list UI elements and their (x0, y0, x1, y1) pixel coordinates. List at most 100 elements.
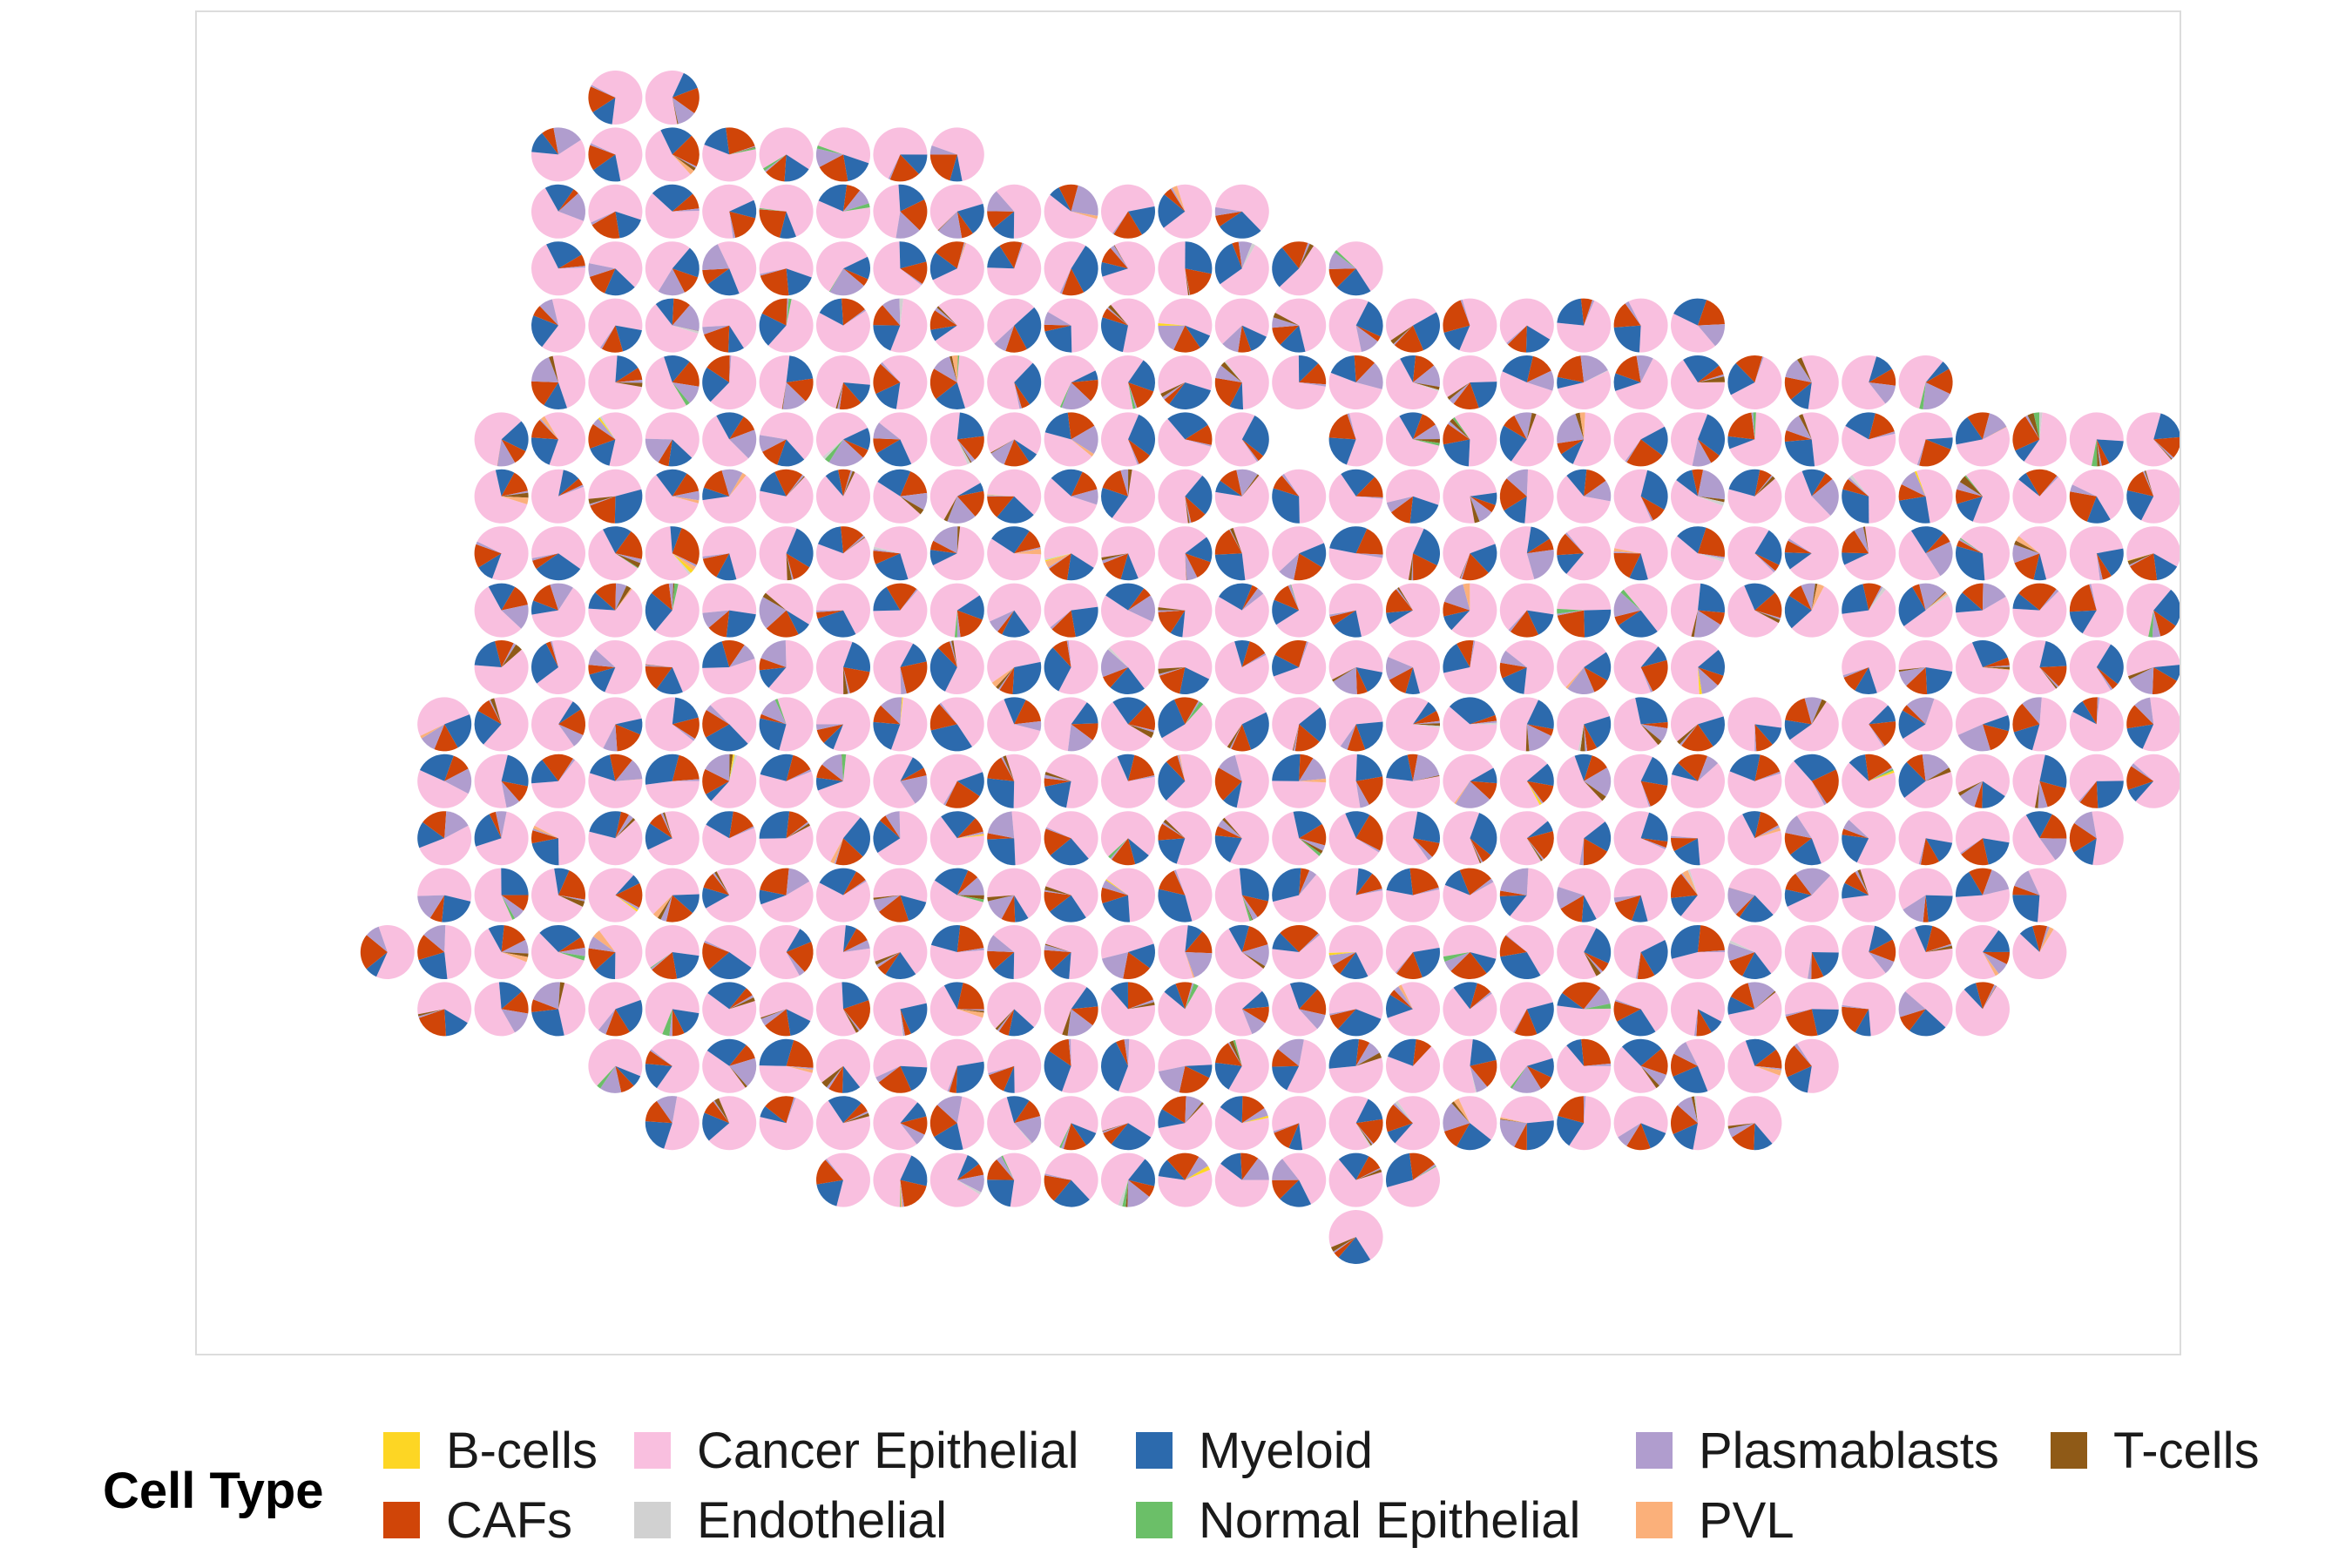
pie-spot (588, 469, 643, 524)
pie-spot (1328, 697, 1383, 752)
pie-slice (1848, 754, 1869, 781)
pie-slice (702, 553, 730, 559)
pie-spot (873, 811, 928, 866)
pie-spot (759, 583, 814, 638)
pie-spot (702, 526, 757, 581)
pie-slice (1100, 988, 1155, 1037)
pie-slice (1727, 585, 1779, 638)
pie-slice (1299, 242, 1310, 269)
pie-slice (702, 325, 730, 335)
pie-spot (816, 1096, 871, 1151)
pie-slice (786, 1009, 811, 1037)
pie-slice (1158, 241, 1188, 296)
pie-slice (2018, 526, 2067, 580)
pie-spot (987, 697, 1042, 752)
pie-slice (1274, 1123, 1300, 1148)
pie-slice (1507, 325, 1527, 353)
pie-slice (1470, 878, 1494, 896)
pie-slice (1727, 771, 1782, 808)
pie-slice (1004, 439, 1030, 467)
pie-slice (1228, 1038, 1269, 1093)
legend-label: Plasmablasts (1699, 1422, 1999, 1479)
pie-slice (1898, 761, 1926, 798)
pie-slice (1062, 1009, 1071, 1037)
pie-slice (615, 811, 630, 839)
pie-slice (1355, 553, 1383, 558)
pie-slice (950, 154, 963, 182)
pie-spot (1328, 754, 1383, 808)
pie-slice (1413, 774, 1440, 781)
pie-slice (2070, 484, 2097, 497)
pie-slice (843, 439, 868, 458)
pie-slice (2019, 926, 2040, 952)
pie-spot (1443, 811, 1497, 866)
pie-slice (546, 241, 582, 269)
pie-slice (1560, 895, 1585, 923)
pie-slice (1158, 823, 1186, 841)
pie-slice (2024, 412, 2067, 467)
pie-slice (1185, 983, 1194, 1010)
pie-slice (987, 895, 1015, 902)
pie-slice (588, 298, 643, 348)
pie-slice (843, 203, 870, 212)
pie-slice (729, 988, 753, 1010)
pie-slice (1584, 821, 1612, 852)
pie-slice (815, 583, 870, 635)
pie-slice (1855, 1009, 1871, 1037)
pie-slice (1470, 1059, 1497, 1087)
pie-spot (1727, 1038, 1782, 1093)
pie-slice (589, 496, 616, 506)
pie-slice (1273, 1123, 1300, 1133)
pie-slice (817, 610, 856, 638)
pie-slice (1557, 610, 1585, 616)
pie-slice (1956, 427, 2011, 467)
pie-slice (1898, 868, 1953, 910)
pie-spot (1613, 754, 1668, 808)
pie-slice (1728, 991, 1782, 1037)
pie-slice (1413, 414, 1436, 440)
pie-slice (780, 211, 796, 239)
pie-slice (1071, 211, 1098, 220)
pie-slice (1754, 1065, 1782, 1071)
pie-slice (1409, 496, 1439, 524)
pie-slice (1232, 241, 1242, 269)
pie-slice (1386, 610, 1413, 625)
pie-slice (1983, 426, 2007, 440)
pie-spot (1499, 639, 1554, 694)
pie-slice (1499, 478, 1527, 511)
pie-slice (1925, 838, 1953, 862)
pie-slice (760, 268, 789, 296)
pie-slice (488, 583, 516, 611)
pie-slice (1470, 952, 1497, 974)
pie-slice (1470, 983, 1491, 1010)
pie-slice (1111, 1123, 1152, 1151)
pie-spot (759, 526, 814, 581)
pie-slice (1334, 249, 1356, 269)
pie-slice (1101, 526, 1156, 578)
pie-spot (1671, 1096, 1726, 1151)
pie-slice (1241, 585, 1258, 611)
pie-slice (1063, 1123, 1087, 1151)
pie-slice (875, 952, 901, 965)
pie-spot (873, 1038, 928, 1093)
pie-slice (1514, 1009, 1538, 1037)
pie-slice (1014, 895, 1029, 923)
pie-slice (1982, 781, 2005, 808)
pie-slice (1328, 982, 1383, 1019)
pie-slice (1784, 540, 1812, 554)
pie-slice (1470, 1065, 1488, 1092)
pie-slice (1470, 1038, 1497, 1066)
pie-slice (1670, 697, 1724, 742)
pie-slice (1443, 439, 1470, 467)
pie-slice (1220, 245, 1269, 296)
pie-slice (729, 429, 757, 459)
pie-slice (954, 610, 957, 638)
pie-slice (1241, 474, 1260, 497)
pie-slice (1788, 538, 1812, 554)
pie-slice (843, 309, 866, 326)
pie-slice (1161, 1096, 1186, 1124)
pie-slice (1162, 821, 1186, 839)
pie-spot (1784, 355, 1839, 410)
pie-slice (1557, 755, 1603, 808)
pie-slice (1584, 724, 1588, 752)
